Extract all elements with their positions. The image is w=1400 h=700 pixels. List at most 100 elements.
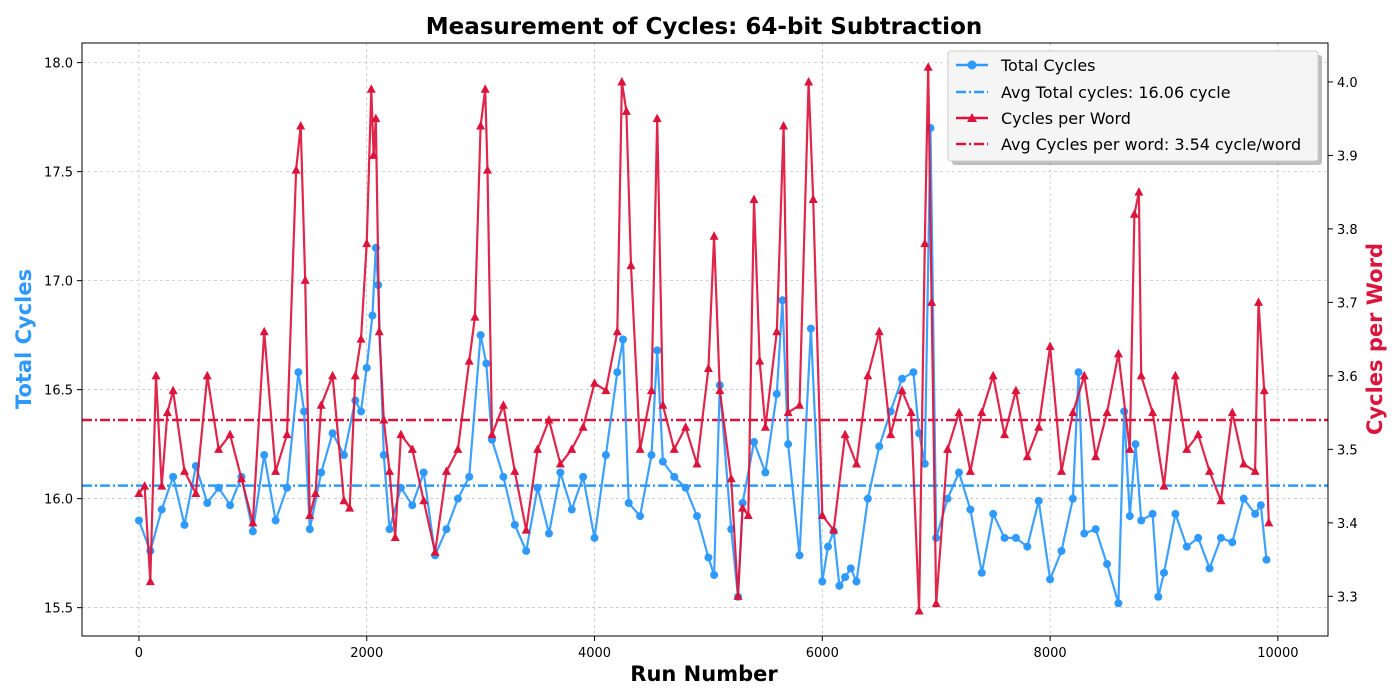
cycles-per-word-point-9 — [202, 370, 212, 380]
cycles-per-word-point-107 — [1034, 422, 1044, 431]
cycles-per-word-point-67 — [681, 422, 691, 431]
total-cycles-point-68 — [784, 440, 793, 449]
cycles-per-word-point-34 — [385, 466, 395, 475]
cycles-per-word-point-84 — [808, 194, 818, 204]
total-cycles-point-95 — [1034, 496, 1043, 505]
cycles-per-word-point-91 — [886, 429, 896, 439]
total-cycles-point-70 — [806, 324, 815, 333]
total-cycles-point-101 — [1091, 525, 1100, 534]
total-cycles-point-42 — [544, 529, 553, 538]
total-cycles-point-66 — [772, 390, 781, 399]
cycles-per-word-point-36 — [396, 429, 406, 439]
cycles-per-word-point-70 — [709, 231, 719, 240]
total-cycles-point-119 — [1256, 501, 1265, 510]
total-cycles-point-87 — [943, 494, 952, 503]
cycles-per-word-point-72 — [726, 473, 736, 483]
plot-frame — [81, 42, 1329, 637]
cycles-per-word-point-82 — [795, 400, 805, 409]
cycles-per-word-point-10 — [214, 444, 224, 453]
total-cycles-point-49 — [618, 335, 627, 344]
cycles-per-word-point-62 — [635, 444, 645, 453]
right-y-tick-label-2: 3.5 — [1337, 443, 1358, 458]
x-tick-label-4: 8000 — [1034, 646, 1067, 661]
cycles-per-word-point-101 — [965, 466, 975, 475]
cycles-per-word-point-6 — [168, 385, 178, 395]
cycles-per-word-point-4 — [157, 481, 167, 490]
total-cycles-point-0 — [134, 516, 143, 525]
total-cycles-point-71 — [818, 577, 827, 586]
right-y-tick-label-7: 4.0 — [1337, 76, 1358, 91]
total-cycles-point-72 — [824, 542, 833, 551]
cycles-per-word-point-29 — [366, 84, 376, 93]
cycles-per-word-point-2 — [145, 576, 155, 586]
left-y-tick-label-5: 18.0 — [44, 57, 73, 72]
legend-label-avg-total: Avg Total cycles: 16.06 cycle — [1001, 83, 1231, 102]
total-cycles-point-13 — [283, 483, 292, 492]
cycles-per-word-point-32 — [374, 326, 384, 336]
total-cycles-point-120 — [1262, 555, 1271, 564]
cycles-per-word-point-80 — [779, 121, 789, 130]
right-y-tick-label-5: 3.8 — [1337, 223, 1358, 238]
left-y-tick-label-1: 16.0 — [44, 493, 73, 508]
cycles-per-word-point-17 — [291, 165, 301, 174]
cycles-per-word-point-48 — [498, 400, 508, 409]
total-cycles-point-6 — [203, 499, 212, 508]
cycles-per-word-point-95 — [920, 238, 930, 248]
x-tick-label-0: 0 — [135, 646, 143, 661]
right-y-tick-label-1: 3.4 — [1337, 517, 1358, 532]
total-cycles-point-16 — [305, 525, 314, 534]
cycles-per-word-point-89 — [863, 370, 873, 380]
cycles-per-word-point-122 — [1182, 444, 1192, 453]
total-cycles-point-92 — [1000, 533, 1009, 542]
cycles-per-word-point-20 — [305, 510, 315, 519]
cycles-per-word-point-103 — [988, 370, 998, 380]
cycles-per-word-point-57 — [601, 385, 611, 395]
cycles-per-word-point-118 — [1136, 370, 1146, 380]
total-cycles-point-46 — [590, 533, 599, 542]
cycles-per-word-point-39 — [430, 547, 440, 556]
cycles-per-word-point-46 — [482, 165, 492, 174]
total-cycles-point-8 — [226, 501, 235, 510]
total-cycles-point-11 — [260, 451, 269, 460]
cycles-per-word-point-12 — [236, 473, 246, 483]
cycles-per-word-point-15 — [271, 466, 281, 475]
cycles-per-word-point-92 — [897, 385, 907, 395]
cycles-per-word-point-37 — [407, 444, 417, 453]
total-cycles-point-91 — [989, 509, 998, 518]
total-cycles-point-48 — [613, 368, 622, 377]
total-cycles-point-45 — [579, 472, 588, 481]
cycles-per-word-point-115 — [1125, 444, 1135, 453]
total-cycles-point-64 — [749, 437, 758, 446]
total-cycles-point-27 — [385, 525, 394, 534]
x-tick-label-2: 4000 — [578, 646, 611, 661]
cycles-per-word-point-59 — [617, 76, 627, 86]
legend-box — [947, 50, 1319, 162]
total-cycles-point-39 — [510, 520, 519, 529]
cycles-per-word-point-52 — [544, 414, 554, 424]
total-cycles-point-81 — [898, 374, 907, 383]
legend-cpw-marker — [967, 113, 977, 122]
total-cycles-point-105 — [1125, 512, 1134, 521]
cycles-per-word-point-43 — [470, 312, 480, 321]
total-cycles-point-102 — [1103, 560, 1112, 569]
cycles-per-word-point-7 — [180, 466, 190, 475]
total-cycles-point-33 — [453, 494, 462, 503]
total-cycles-point-47 — [601, 451, 610, 460]
cycles-per-word-point-113 — [1102, 407, 1112, 417]
total-cycles-point-54 — [658, 457, 667, 466]
cycles-per-word-point-88 — [851, 459, 861, 468]
cycles-per-word-point-55 — [578, 422, 588, 431]
cycles-per-word-point-94 — [914, 606, 924, 615]
cycles-per-word-point-83 — [804, 76, 814, 86]
total-cycles-point-35 — [476, 331, 485, 340]
cycles-per-word-point-117 — [1134, 187, 1144, 196]
total-cycles-point-79 — [875, 442, 884, 451]
cycles-per-word-point-130 — [1259, 385, 1269, 395]
cycles-per-word-point-124 — [1205, 466, 1215, 475]
total-cycles-point-116 — [1228, 538, 1237, 547]
right-y-tick-label-3: 3.6 — [1337, 370, 1358, 385]
cycles-per-word-point-75 — [743, 510, 753, 519]
total-cycles-point-90 — [977, 568, 986, 577]
total-cycles-point-99 — [1074, 368, 1083, 377]
